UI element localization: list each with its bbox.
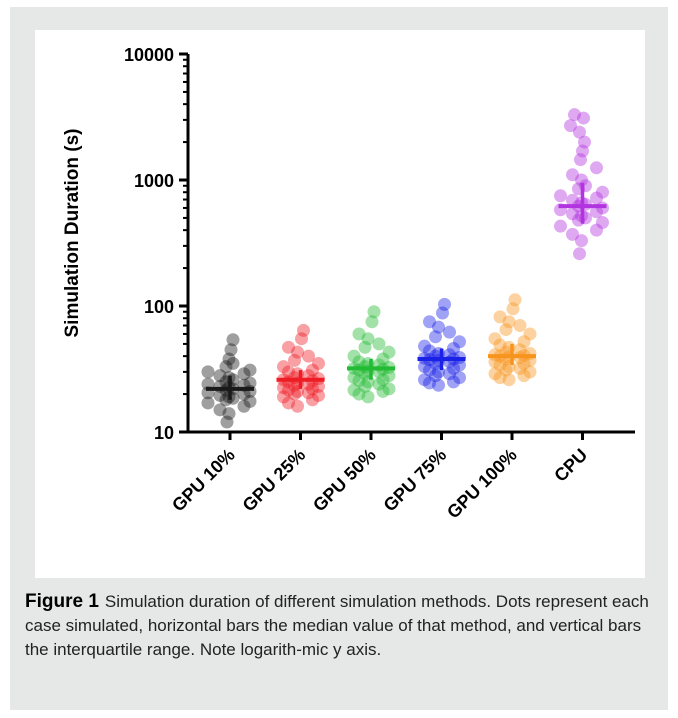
y-tick-label: 10 [154,423,174,443]
plot-panel: 10 100 1000 10000 GPU 10% GPU 25% GPU 50% GPU … [35,30,645,578]
data-point [554,220,567,233]
data-point [353,327,366,340]
data-point [383,346,396,359]
data-point [438,298,451,311]
data-points [202,108,610,428]
y-axis-label: Simulation Duration (s) [62,129,83,338]
data-point [297,324,310,337]
data-point [368,305,381,318]
data-point [423,315,436,328]
figure-frame: 10 100 1000 10000 GPU 10% GPU 25% GPU 50% GPU … [10,7,668,710]
data-point [489,332,502,345]
data-point [202,365,215,378]
data-point [596,186,609,199]
data-point [554,189,567,202]
data-point [568,108,581,121]
data-point [573,247,586,260]
x-tick-label: GPU 10% [168,445,239,516]
data-point [227,333,240,346]
data-point [590,161,603,174]
data-point [277,360,290,373]
figure-label: Figure 1 [25,591,99,612]
data-point [348,350,361,363]
caption-text: Simulation duration of different simulat… [25,592,649,659]
data-point [453,335,466,348]
data-point [509,293,522,306]
data-point [566,228,579,241]
data-point [566,168,579,181]
x-tick-label: GPU 25% [239,445,310,516]
data-point [244,364,257,377]
y-axis: 10 100 1000 10000 [124,45,188,443]
x-tick-label: GPU 50% [309,445,380,516]
data-point [282,341,295,354]
data-point [418,340,431,353]
summary-bars [206,183,607,400]
y-tick-label: 100 [144,297,174,317]
x-tick-label: GPU 75% [380,445,451,516]
figure-caption: Figure 1 Simulation duration of different… [25,590,657,662]
x-tick-label: CPU [550,445,591,486]
x-axis: GPU 10% GPU 25% GPU 50% GPU 75%GPU 100% CPU [168,432,635,523]
data-point [494,310,507,323]
x-tick-label: GPU 100% [443,445,521,523]
y-tick-label: 1000 [134,171,174,191]
y-tick-label: 10000 [124,45,174,65]
data-point [524,327,537,340]
